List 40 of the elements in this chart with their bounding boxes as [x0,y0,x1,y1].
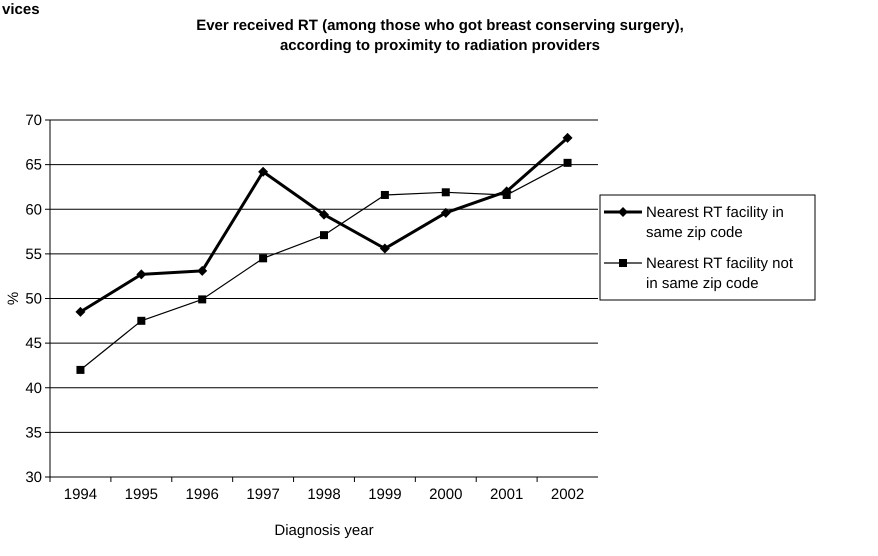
point [380,190,389,199]
point [197,266,208,276]
x-tick-label: 2001 [490,486,524,503]
point [320,231,328,240]
point [562,132,573,143]
point [76,366,84,374]
y-tick-label: 30 [25,469,42,486]
x-tick-label: 1995 [124,486,158,503]
y-tick-label: 40 [25,380,42,397]
legend-label: Nearest RT facility in same zip code [646,204,784,241]
point [258,166,268,177]
y-tick-label: 70 [25,112,42,129]
chart-title: Ever received RT (among those who got breast conserving surgery), according to proximity to radiation providers [196,17,684,54]
point [259,254,268,262]
y-tick-label: 45 [25,335,42,352]
x-tick-label: 1999 [368,486,402,503]
x-tick-label: 2000 [429,486,462,503]
text: vices [2,1,40,18]
point [564,158,572,167]
y-tick-label: 35 [25,424,42,442]
y-tick-label: 50 [25,290,42,308]
legend-label: Nearest RT facility not in same zip code [646,255,794,292]
point [198,295,206,304]
x-tick-label: 1998 [307,486,341,503]
point [137,316,146,325]
x-tick-label: 1997 [246,486,280,503]
point [440,208,451,218]
point [442,188,450,196]
y-axis-title: % [5,292,22,306]
point [319,210,329,220]
point [136,269,146,280]
point [380,244,390,254]
y-tick-label: 65 [25,156,42,174]
x-tick-label: 1996 [186,486,219,503]
y-tick-label: 60 [25,201,42,218]
x-axis-title: Diagnosis year [274,522,374,539]
x-tick-label: 1994 [64,486,98,503]
y-tick-label: 55 [25,246,42,263]
point [75,306,86,317]
x-tick-label: 2002 [550,486,584,503]
